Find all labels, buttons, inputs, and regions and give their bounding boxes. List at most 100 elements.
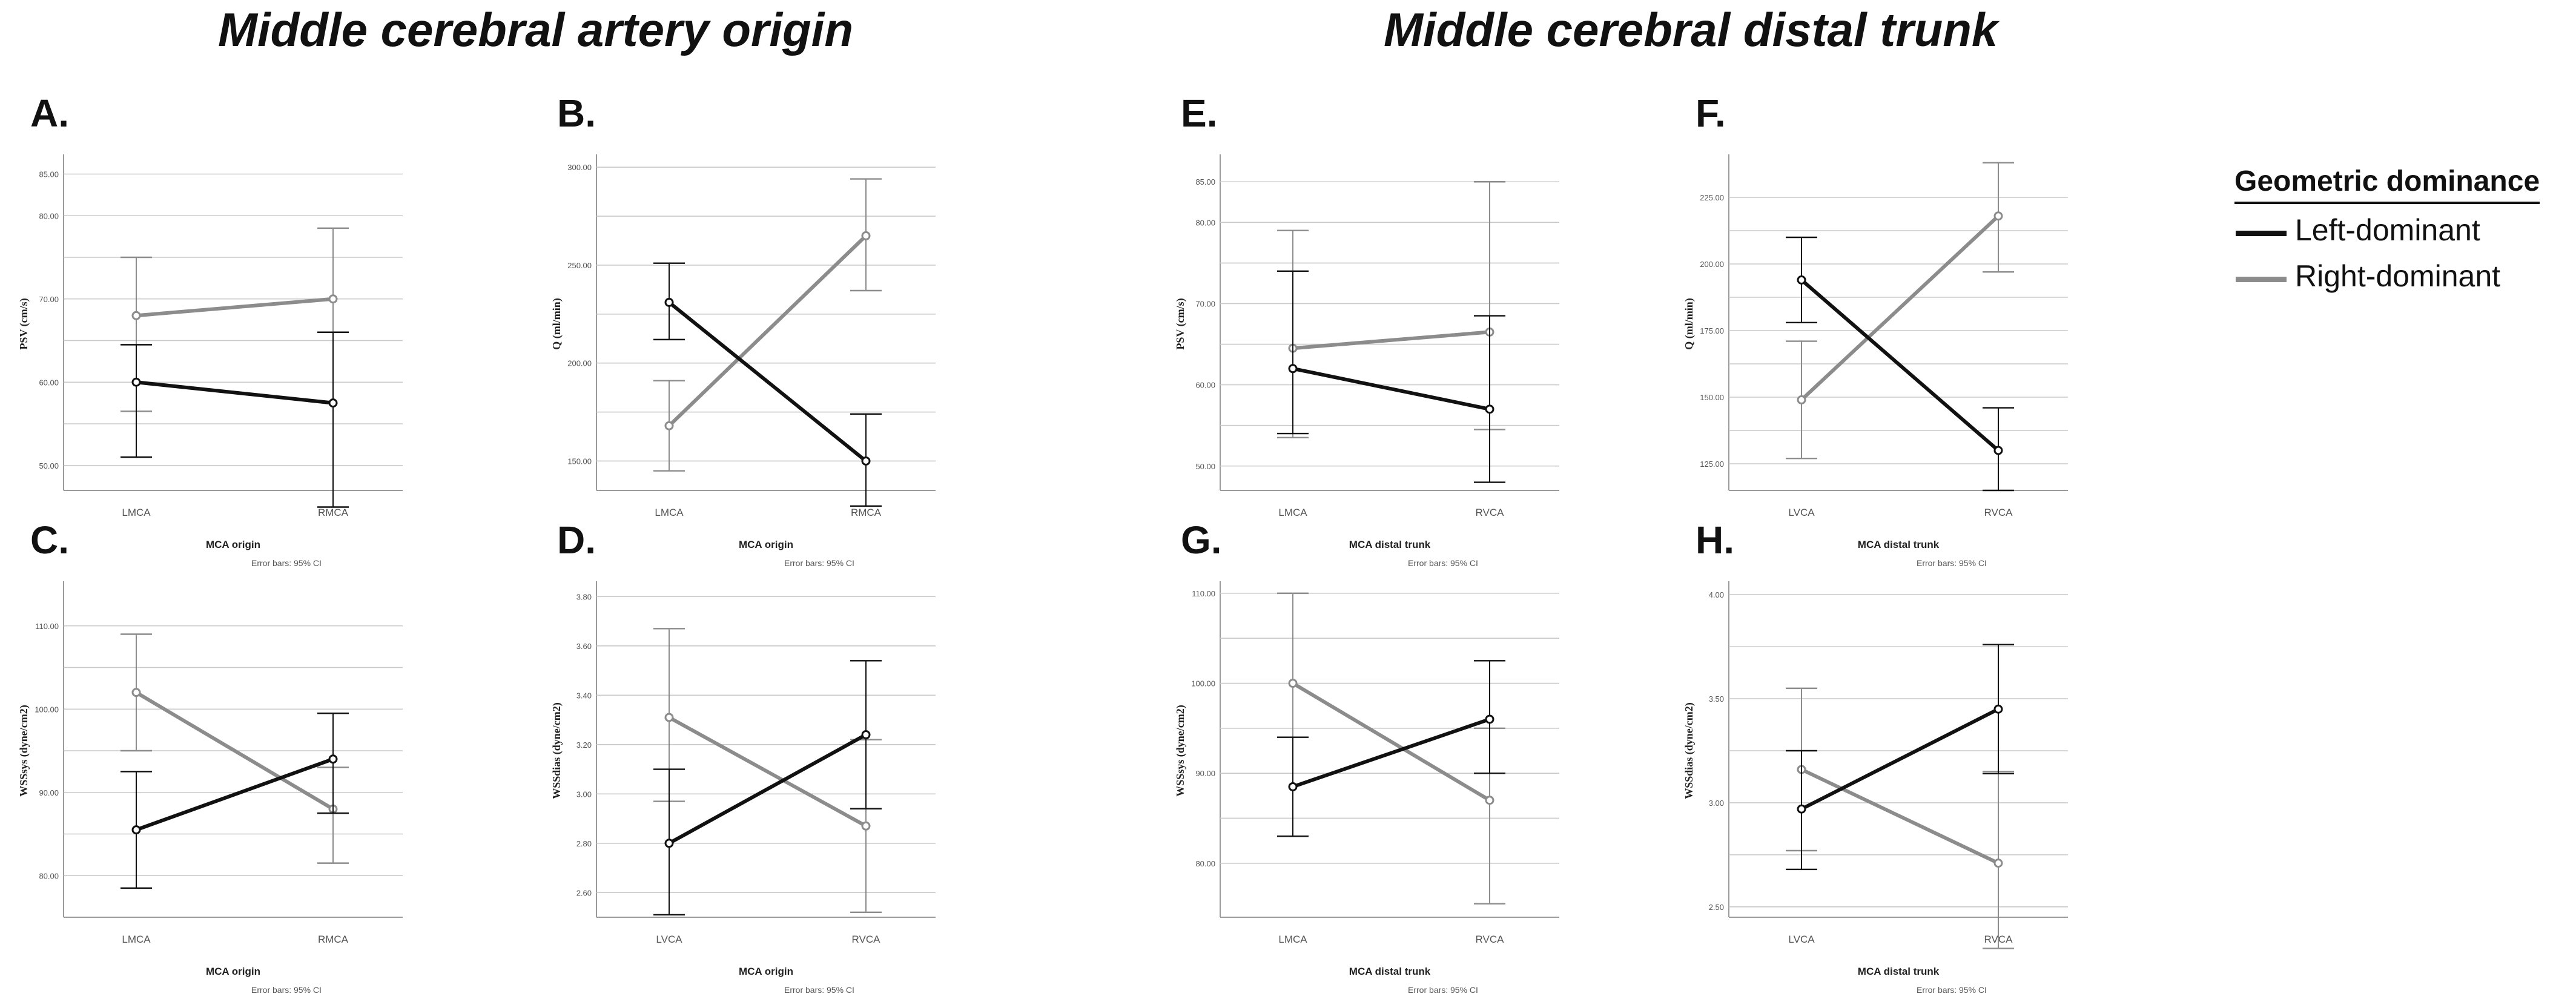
legend-swatch bbox=[2236, 231, 2287, 236]
mean-point bbox=[1288, 782, 1298, 791]
panel-letter: E. bbox=[1181, 91, 1218, 135]
legend-label: Left-dominant bbox=[2295, 213, 2480, 247]
mean-point bbox=[131, 688, 141, 697]
y-tick-label: 200.00 bbox=[1700, 260, 1724, 269]
y-axis-label: PSV (cm/s) bbox=[1174, 298, 1187, 349]
y-tick-label: 4.00 bbox=[1709, 590, 1724, 599]
y-axis-label: WSSsys (dyne/cm2) bbox=[1174, 705, 1187, 797]
mean-point bbox=[328, 294, 338, 304]
series-line bbox=[1291, 330, 1491, 351]
chart-panel-h: H. 2.50 3.00 3.50 4.00 WSSdias (dyne/cm2) LVC… bbox=[1677, 518, 2283, 1002]
chart-svg: 125.00 150.00 175.00 200.00 225.00 Q (ml/min)… bbox=[1683, 154, 2068, 568]
error-bar-note: Error bars: 95% CI bbox=[1917, 558, 1987, 568]
mean-point bbox=[1797, 275, 1806, 285]
mean-point bbox=[328, 754, 338, 764]
mean-point bbox=[1485, 796, 1494, 805]
y-tick-label: 3.50 bbox=[1709, 694, 1724, 704]
x-axis-label: MCA distal trunk bbox=[1858, 966, 1940, 977]
mean-point bbox=[131, 377, 141, 387]
mean-point bbox=[861, 456, 871, 466]
mean-point bbox=[1797, 804, 1806, 814]
chart-svg: 80.00 90.00 100.00 110.00 WSSsys (dyne/cm2) L… bbox=[18, 581, 403, 995]
mean-point bbox=[664, 421, 674, 430]
mean-point bbox=[1288, 364, 1298, 374]
x-tick-label: RVCA bbox=[852, 934, 881, 945]
chart-panel-f: F. 125.00 150.00 175.00 200.00 225.00 Q (ml/m… bbox=[1677, 91, 2283, 575]
series-line bbox=[667, 300, 868, 463]
y-tick-label: 150.00 bbox=[567, 457, 592, 466]
mean-point bbox=[1993, 704, 2003, 714]
y-tick-label: 175.00 bbox=[1700, 326, 1724, 335]
y-tick-label: 3.40 bbox=[576, 691, 592, 700]
error-bar-note: Error bars: 95% CI bbox=[251, 558, 322, 568]
y-tick-label: 85.00 bbox=[39, 170, 59, 179]
mean-point bbox=[1797, 395, 1806, 404]
series-line bbox=[134, 690, 335, 811]
section-title-origin: Middle cerebral artery origin bbox=[218, 3, 854, 56]
y-axis-label: PSV (cm/s) bbox=[18, 298, 30, 349]
y-axis-label: WSSdias (dyne/cm2) bbox=[1683, 702, 1696, 799]
y-tick-label: 3.20 bbox=[576, 740, 592, 750]
x-tick-label: LMCA bbox=[122, 507, 151, 518]
x-axis-label: MCA origin bbox=[739, 539, 793, 550]
x-tick-label: LMCA bbox=[1278, 934, 1307, 945]
error-bar-note: Error bars: 95% CI bbox=[1408, 985, 1478, 995]
panel-letter: D. bbox=[557, 518, 596, 562]
y-tick-label: 150.00 bbox=[1700, 393, 1724, 402]
y-tick-label: 50.00 bbox=[1195, 462, 1215, 471]
y-axis-label: WSSsys (dyne/cm2) bbox=[18, 705, 30, 797]
y-tick-label: 225.00 bbox=[1700, 193, 1724, 202]
y-tick-label: 90.00 bbox=[1195, 769, 1215, 778]
y-tick-label: 100.00 bbox=[1191, 679, 1215, 688]
mean-point bbox=[664, 839, 674, 848]
series-line bbox=[134, 757, 335, 832]
mean-point bbox=[664, 297, 674, 307]
error-bar-note: Error bars: 95% CI bbox=[784, 558, 854, 568]
y-tick-label: 3.80 bbox=[576, 592, 592, 601]
chart-svg: 50.00 60.00 70.00 80.00 85.00 PSV (cm/s) LMCA R… bbox=[1174, 154, 1559, 568]
mean-point bbox=[1993, 859, 2003, 868]
panel-letter: C. bbox=[30, 518, 69, 562]
chart-panel-c: C. 80.00 90.00 100.00 110.00 WSSsys (dyne/cm… bbox=[12, 518, 618, 1002]
y-tick-label: 3.00 bbox=[576, 789, 592, 799]
series-line bbox=[134, 297, 335, 318]
mean-point bbox=[1993, 446, 2003, 455]
chart-svg: 50.00 60.00 70.00 80.00 85.00 PSV (cm/s) LMCA R… bbox=[18, 154, 403, 568]
y-axis-label: Q (ml/min) bbox=[1683, 298, 1696, 350]
error-bar-note: Error bars: 95% CI bbox=[784, 985, 854, 995]
y-tick-label: 50.00 bbox=[39, 461, 59, 470]
panel-letter: G. bbox=[1181, 518, 1222, 562]
y-tick-label: 2.80 bbox=[576, 839, 592, 848]
x-tick-label: LMCA bbox=[122, 934, 151, 945]
y-tick-label: 90.00 bbox=[39, 788, 59, 797]
mean-point bbox=[1993, 211, 2003, 221]
x-axis-label: MCA origin bbox=[206, 539, 260, 550]
x-axis-label: MCA distal trunk bbox=[1349, 966, 1431, 977]
chart-svg: 150.00 200.00 250.00 300.00 Q (ml/min) LMCA RM… bbox=[550, 154, 936, 568]
series-line bbox=[1291, 717, 1491, 789]
y-tick-label: 110.00 bbox=[1192, 589, 1215, 598]
y-tick-label: 100.00 bbox=[35, 705, 59, 714]
y-tick-label: 110.00 bbox=[35, 622, 59, 631]
x-tick-label: RVCA bbox=[1476, 507, 1505, 518]
series-line bbox=[1800, 214, 2000, 402]
chart-panel-e: E. 50.00 60.00 70.00 80.00 85.00 PSV (cm/s) LM… bbox=[1169, 91, 1774, 575]
section-title-distal: Middle cerebral distal trunk bbox=[1384, 3, 1998, 56]
series-line bbox=[667, 733, 868, 845]
panel-letter: F. bbox=[1696, 91, 1726, 135]
y-tick-label: 70.00 bbox=[39, 295, 59, 304]
chart-svg: 2.60 2.80 3.00 3.20 3.40 3.60 3.80 WSSdias (dyn… bbox=[550, 581, 936, 995]
legend-label: Right-dominant bbox=[2295, 259, 2501, 293]
x-axis-label: MCA distal trunk bbox=[1349, 539, 1431, 550]
x-tick-label: RMCA bbox=[851, 507, 882, 518]
y-tick-label: 80.00 bbox=[39, 871, 59, 880]
y-tick-label: 80.00 bbox=[1195, 859, 1215, 868]
legend-item-left-dominant: Left-dominant bbox=[2234, 213, 2574, 250]
y-axis-label: WSSdias (dyne/cm2) bbox=[550, 702, 563, 799]
series-line bbox=[1800, 278, 2000, 452]
series-line bbox=[134, 380, 335, 405]
chart-panel-a: A. 50.00 60.00 70.00 80.00 85.00 PSV (cm/s) LM… bbox=[12, 91, 618, 575]
error-bar-note: Error bars: 95% CI bbox=[251, 985, 322, 995]
y-tick-label: 125.00 bbox=[1700, 460, 1724, 469]
